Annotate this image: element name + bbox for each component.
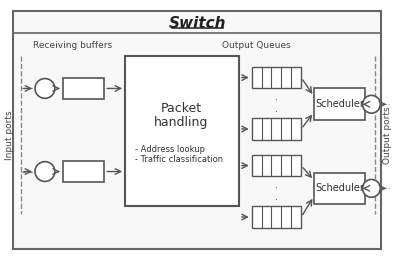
Bar — [125, 56, 239, 206]
Circle shape — [362, 180, 380, 197]
Text: Input ports: Input ports — [5, 110, 14, 160]
Text: Receiving buffers: Receiving buffers — [33, 41, 112, 50]
Bar — [252, 118, 301, 140]
Text: Packet: Packet — [161, 102, 202, 115]
Circle shape — [35, 78, 55, 98]
Bar — [252, 67, 301, 88]
Circle shape — [35, 162, 55, 181]
Bar — [314, 173, 366, 204]
Bar — [63, 161, 104, 182]
Text: Scheduler: Scheduler — [315, 99, 364, 109]
Text: Switch: Switch — [169, 16, 226, 31]
Bar — [314, 88, 366, 120]
Text: Output ports: Output ports — [383, 106, 392, 164]
Text: Scheduler: Scheduler — [315, 183, 364, 193]
Bar — [252, 206, 301, 228]
Text: .
.
.: . . . — [275, 81, 278, 114]
Bar — [63, 78, 104, 99]
Text: Output Queues: Output Queues — [222, 41, 291, 50]
Bar — [252, 155, 301, 176]
Circle shape — [362, 95, 380, 113]
Text: .
.
.: . . . — [275, 169, 278, 202]
Text: handling: handling — [154, 116, 209, 128]
Text: - Address lookup
- Traffic classification: - Address lookup - Traffic classificatio… — [135, 145, 223, 164]
